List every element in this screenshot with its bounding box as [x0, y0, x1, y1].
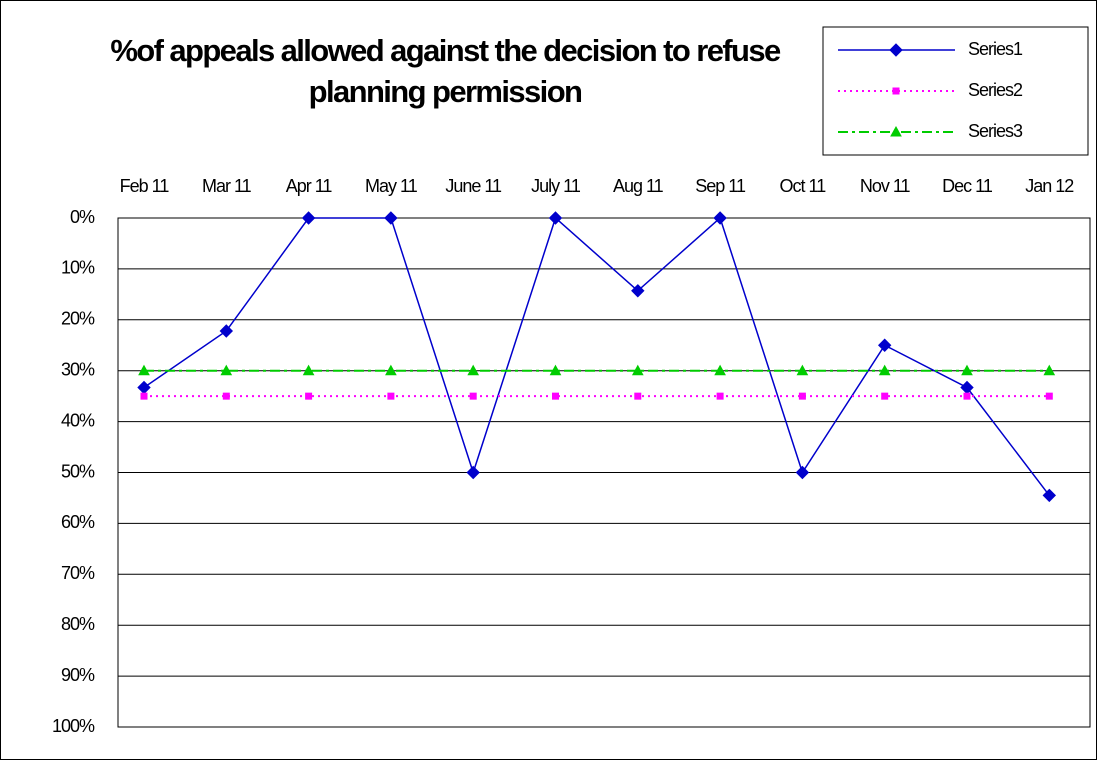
data-point: [713, 211, 727, 225]
legend-box: [822, 26, 1089, 156]
data-point: [138, 364, 150, 376]
data-point: [385, 364, 397, 376]
data-point: [1042, 488, 1057, 503]
data-point: [466, 465, 480, 480]
data-point: [631, 284, 645, 298]
data-point: [219, 324, 234, 338]
y-tick-label: 20%: [61, 309, 95, 329]
data-point: [387, 392, 395, 400]
data-point: [467, 364, 480, 376]
data-point: [384, 211, 398, 225]
chart-title: %of appeals allowed against the decision…: [110, 33, 781, 109]
y-tick-label: 60%: [61, 512, 95, 532]
data-point: [714, 364, 726, 376]
data-point: [634, 392, 642, 400]
data-point: [220, 364, 233, 376]
data-point: [1043, 364, 1056, 376]
x-tick-label: Jan 12: [1025, 176, 1074, 196]
data-point: [631, 364, 644, 376]
x-tick-label: Dec 11: [942, 176, 993, 196]
legend-label: Series3: [968, 121, 1023, 141]
legend-marker: [892, 87, 900, 95]
series-line: [143, 216, 1050, 496]
y-tick-label: 70%: [61, 563, 95, 583]
data-point: [140, 392, 148, 400]
data-point: [796, 364, 809, 376]
data-point: [877, 338, 892, 352]
data-point: [548, 211, 563, 225]
x-tick-label: Oct 11: [780, 176, 827, 196]
data-point: [222, 392, 230, 400]
data-point: [552, 392, 559, 400]
data-point: [302, 364, 315, 376]
data-point: [301, 211, 316, 225]
data-point: [961, 364, 973, 376]
y-tick-label: 80%: [61, 614, 95, 634]
data-point: [1045, 392, 1053, 400]
data-point: [795, 465, 810, 480]
y-tick-label: 40%: [61, 410, 95, 430]
legend-label: Series1: [968, 39, 1023, 59]
x-tick-label: May 11: [365, 176, 418, 196]
data-point: [878, 364, 891, 376]
y-tick-label: 30%: [61, 359, 95, 379]
y-tick-label: 50%: [61, 461, 95, 481]
data-point: [798, 392, 806, 400]
x-tick-label: Aug 11: [613, 176, 664, 196]
data-point: [469, 392, 477, 400]
x-tick-label: Sep 11: [695, 176, 746, 196]
data-point: [881, 392, 889, 400]
y-tick-label: 90%: [61, 665, 95, 685]
y-tick-label: 10%: [61, 258, 95, 278]
data-point: [549, 364, 562, 376]
x-tick-label: Apr 11: [286, 176, 333, 196]
y-tick-label: 0%: [70, 207, 95, 227]
x-tick-label: Nov 11: [860, 176, 911, 196]
x-tick-label: Mar 11: [202, 176, 252, 196]
x-tick-label: July 11: [531, 176, 581, 196]
legend-label: Series2: [968, 80, 1023, 100]
data-point: [716, 392, 724, 400]
legend-marker: [889, 43, 903, 57]
data-point: [963, 392, 971, 400]
y-tick-label: 100%: [52, 716, 95, 736]
x-tick-label: June 11: [445, 176, 502, 196]
data-point: [305, 392, 313, 400]
legend-marker: [890, 125, 902, 137]
x-tick-label: Feb 11: [120, 176, 170, 196]
